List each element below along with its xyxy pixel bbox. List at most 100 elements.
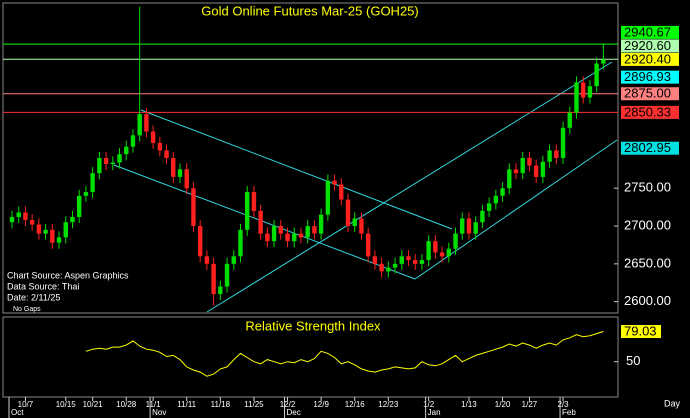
price-panel (2, 2, 619, 314)
candle-body (453, 233, 458, 249)
candle-body (567, 112, 572, 128)
candle-body (191, 188, 196, 227)
candle-body (124, 146, 129, 155)
x-tick-label: 10/28 (116, 400, 137, 409)
candle-body (258, 210, 263, 234)
x-tick-label: 12/2 (280, 400, 296, 409)
annotation: No Gaps (13, 306, 41, 313)
candle-body (486, 203, 492, 211)
level-label: 2920.60 (624, 38, 671, 53)
candle-body (218, 286, 223, 295)
month-label: Nov (152, 408, 166, 417)
x-tick-label: 1/13 (461, 400, 477, 409)
candle-body (144, 114, 149, 132)
level-label: 2896.93 (624, 69, 671, 84)
x-tick-label: 12/9 (313, 400, 329, 409)
candle-body (157, 142, 163, 151)
candle-body (16, 212, 21, 217)
candle-body (460, 218, 465, 234)
candle-body (251, 192, 257, 211)
level-label-box (621, 52, 679, 66)
candle-body (150, 131, 156, 143)
candle-body (224, 263, 230, 287)
month-label: Oct (11, 408, 24, 417)
annotation: Date: 2/11/25 (7, 292, 60, 302)
x-tick-label: 10/15 (56, 400, 77, 409)
candle-body (365, 233, 371, 257)
candle-body (413, 260, 418, 264)
candle-body (419, 260, 425, 264)
level-label: 2875.00 (624, 86, 671, 101)
candle-body (305, 226, 310, 238)
rsi-value-box (621, 325, 661, 339)
candle-body (103, 158, 109, 165)
candle-body (581, 82, 586, 98)
candle-body (56, 237, 62, 243)
month-label: Jan (428, 408, 441, 417)
candle-body (446, 248, 451, 257)
x-tick-label: 11/11 (177, 400, 196, 409)
level-label: 2940.67 (624, 24, 671, 39)
level-label-box (621, 39, 679, 53)
candle-body (70, 216, 75, 223)
x-tick-label: 10/7 (18, 400, 34, 409)
candle-body (265, 233, 270, 242)
candle-body (271, 226, 277, 242)
candle-body (601, 59, 606, 64)
level-label: 2850.33 (624, 104, 671, 119)
candle-body (312, 226, 317, 234)
candle-body (184, 169, 189, 189)
x-tick-label: 11/18 (211, 400, 231, 409)
candle-body (36, 224, 42, 234)
annotation: Data Source: Thai (7, 281, 79, 291)
x-tick-label: 1/27 (522, 400, 538, 409)
x-tick-label: 1/2 (423, 400, 435, 409)
candle-body (392, 263, 398, 268)
candle-body (63, 222, 68, 238)
trend-line (113, 164, 416, 280)
candle-body (83, 192, 89, 196)
rsi-title: Relative Strength Index (245, 318, 381, 333)
candle-body (231, 256, 236, 264)
candle-body (372, 256, 378, 264)
candle-body (520, 158, 525, 174)
candle-body (466, 218, 472, 234)
candle-body (332, 180, 337, 185)
trend-lines (113, 61, 618, 313)
candle-body (339, 184, 344, 200)
candle-body (540, 161, 546, 177)
candle-body (513, 169, 519, 174)
candle-body (238, 229, 243, 257)
candle-body (164, 150, 169, 158)
x-tick-label: 11/1 (146, 400, 162, 409)
candle-body (480, 210, 485, 223)
candle-body (379, 263, 384, 272)
candle-body (110, 162, 115, 165)
candle-body (77, 195, 82, 217)
candle-body (318, 214, 324, 234)
candle-body (352, 218, 357, 227)
candle-body (426, 241, 431, 261)
candle-body (9, 216, 15, 223)
level-label: 2802.95 (624, 140, 671, 155)
candle-body (433, 241, 438, 253)
candle-body (50, 229, 55, 243)
y-tick-label: 2750.00 (624, 180, 671, 195)
candle-body (560, 127, 566, 158)
candle-body (137, 114, 142, 136)
chart-title: Gold Online Futures Mar-25 (GOH25) (201, 3, 418, 18)
candle-body (117, 154, 122, 163)
candle-body (473, 222, 478, 234)
x-tick-label: 12/23 (378, 400, 399, 409)
annotation: Chart Source: Aspen Graphics (7, 270, 129, 280)
period-label: Day (664, 398, 681, 408)
candle-body (500, 188, 505, 196)
candle-body (399, 256, 404, 264)
candle-body (90, 173, 95, 193)
candle-body (204, 256, 210, 264)
month-label: Dec (287, 408, 301, 417)
candle-body (285, 233, 290, 242)
candle-body (493, 195, 499, 204)
level-label-box (621, 70, 679, 84)
